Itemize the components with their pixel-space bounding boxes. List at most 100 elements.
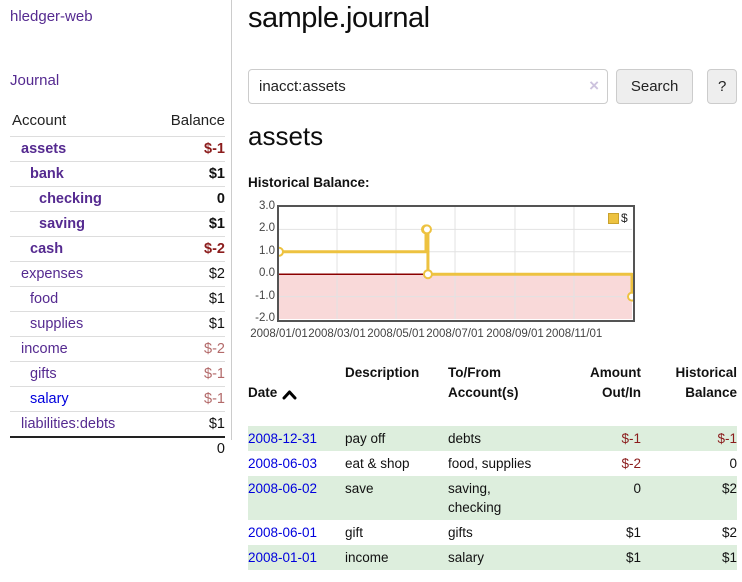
transaction-description: pay off — [345, 431, 386, 446]
account-link-gifts[interactable]: gifts — [30, 366, 57, 382]
transaction-accounts: salary — [448, 550, 485, 565]
account-link-checking[interactable]: checking — [39, 191, 102, 207]
x-tick-label: 2008/11/01 — [545, 328, 603, 340]
account-link-expenses[interactable]: expenses — [21, 266, 84, 282]
account-link-income[interactable]: income — [21, 341, 68, 357]
account-row: income $-2 — [10, 336, 225, 361]
account-balance: $-1 — [204, 141, 225, 157]
account-link-supplies[interactable]: supplies — [30, 316, 84, 332]
search-button[interactable]: Search — [616, 69, 694, 104]
transaction-amount: $1 — [625, 525, 641, 540]
account-row: expenses $2 — [10, 261, 225, 286]
transaction-date-link[interactable]: 2008-12-31 — [248, 431, 318, 446]
account-balance: $-1 — [204, 391, 225, 407]
column-header-description: Description — [345, 365, 420, 380]
search-bar: × Search ? — [248, 69, 737, 104]
transaction-description: gift — [345, 525, 364, 540]
account-balance: $-2 — [204, 241, 225, 257]
transaction-accounts: food, supplies — [448, 456, 532, 471]
account-balance: $1 — [208, 316, 225, 332]
y-tick-label: 2.0 — [259, 222, 275, 235]
transaction-balance: $2 — [721, 481, 737, 496]
sort-ascending-icon — [282, 390, 297, 399]
help-button[interactable]: ? — [707, 69, 737, 104]
accounts-total-row: 0 — [10, 436, 225, 459]
column-header-balance: Historical Balance — [675, 365, 737, 400]
account-link-food[interactable]: food — [30, 291, 59, 307]
transaction-accounts: gifts — [448, 525, 473, 540]
account-row: assets $-1 — [10, 136, 225, 161]
transaction-balance: $2 — [721, 525, 737, 540]
account-balance: 0 — [216, 191, 225, 207]
legend-label: $ — [621, 211, 628, 225]
search-input[interactable] — [248, 69, 608, 104]
account-row: salary $-1 — [10, 386, 225, 411]
account-balance: $1 — [208, 216, 225, 232]
register-row[interactable]: 2008-06-03 eat & shop food, supplies $-2… — [248, 451, 737, 476]
app-brand-link[interactable]: hledger-web — [10, 8, 93, 25]
transaction-description: income — [345, 550, 389, 565]
transaction-amount: 0 — [633, 481, 641, 496]
account-row: saving $1 — [10, 211, 225, 236]
sidebar: hledger-web Journal Account Balance asse… — [0, 0, 232, 459]
account-link-cash[interactable]: cash — [30, 241, 64, 257]
account-row: supplies $1 — [10, 311, 225, 336]
transaction-balance: 0 — [729, 456, 737, 471]
y-tick-label: -2.0 — [255, 312, 275, 324]
transaction-amount: $1 — [625, 550, 641, 565]
legend-swatch-icon — [608, 212, 619, 224]
chart-x-axis: 2008/01/01 2008/03/01 2008/05/01 2008/07/01… — [248, 328, 737, 343]
balance-column-header: Balance — [170, 112, 225, 129]
account-balance: $1 — [208, 291, 225, 307]
account-link-saving[interactable]: saving — [39, 216, 85, 232]
account-link-bank[interactable]: bank — [30, 166, 64, 182]
accounts-table-header: Account Balance — [10, 107, 225, 136]
y-tick-label: 1.0 — [259, 244, 275, 257]
account-balance: $1 — [208, 416, 225, 432]
account-row: gifts $-1 — [10, 361, 225, 386]
transaction-date-link[interactable]: 2008-01-01 — [248, 550, 318, 565]
account-balance: $2 — [208, 266, 225, 282]
y-tick-label: -1.0 — [255, 289, 275, 302]
transaction-balance: $-1 — [717, 431, 737, 446]
register-row[interactable]: 2008-01-01 income salary $1 $1 — [248, 545, 737, 570]
x-tick-label: 2008/03/01 — [308, 328, 366, 340]
y-tick-label: 0.0 — [259, 267, 275, 280]
register-row[interactable]: 2008-06-01 gift gifts $1 $2 — [248, 520, 737, 545]
transaction-date-link[interactable]: 2008-06-03 — [248, 456, 318, 471]
account-balance: $1 — [208, 166, 225, 182]
transaction-accounts: saving, checking — [448, 481, 502, 515]
register-table: Date Description To/From Account(s) Amou… — [248, 361, 737, 570]
account-row: bank $1 — [10, 161, 225, 186]
accounts-total-balance: 0 — [216, 440, 225, 457]
transaction-amount: $-2 — [621, 456, 641, 471]
account-row: cash $-2 — [10, 236, 225, 261]
account-link-liabilities-debts[interactable]: liabilities:debts — [21, 416, 116, 432]
transaction-date-link[interactable]: 2008-06-01 — [248, 525, 318, 540]
x-tick-label: 2008/07/01 — [426, 328, 484, 340]
account-row: liabilities:debts $1 — [10, 411, 225, 436]
account-column-header: Account — [12, 112, 67, 129]
account-link-salary[interactable]: salary — [30, 391, 69, 407]
account-balance: $-2 — [204, 341, 225, 357]
column-header-accounts: To/From Account(s) — [448, 365, 519, 400]
transaction-accounts: debts — [448, 431, 482, 446]
transaction-amount: $-1 — [621, 431, 641, 446]
account-heading: assets — [248, 121, 324, 151]
transaction-balance: $1 — [721, 550, 737, 565]
sidebar-item-journal[interactable]: Journal — [10, 72, 60, 89]
x-tick-label: 2008/01/01 — [250, 328, 308, 340]
register-row[interactable]: 2008-12-31 pay off debts $-1 $-1 — [248, 426, 737, 451]
column-header-date[interactable]: Date — [248, 361, 345, 426]
chart-plot-area — [277, 205, 635, 322]
clear-search-icon[interactable]: × — [589, 76, 599, 95]
x-tick-label: 2008/05/01 — [367, 328, 425, 340]
chart-title: Historical Balance: — [248, 175, 370, 190]
account-balance: $-1 — [204, 366, 225, 382]
transaction-date-link[interactable]: 2008-06-02 — [248, 481, 318, 496]
x-tick-label: 2008/09/01 — [486, 328, 544, 340]
main-content: sample.journal × Search ? assets Histori… — [248, 0, 737, 570]
date-header-label: Date — [248, 385, 278, 400]
account-link-assets[interactable]: assets — [21, 141, 67, 157]
register-row[interactable]: 2008-06-02 save saving, checking 0 $2 — [248, 476, 737, 520]
